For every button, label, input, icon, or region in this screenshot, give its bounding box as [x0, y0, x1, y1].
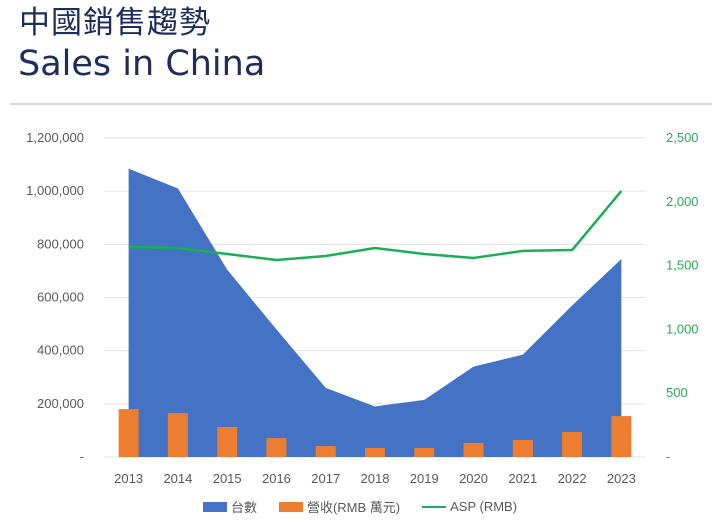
revenue-bar [365, 447, 385, 457]
asp-line-swatch-icon [422, 505, 447, 508]
left-axis-ticks: - 200,000 400,000 600,000 800,000 1,000,000 1,… [26, 130, 84, 464]
x-axis-tick-label: 2013 [114, 471, 143, 486]
right-axis-tick-label: 1,000 [666, 321, 699, 336]
revenue-bar [217, 426, 238, 457]
left-axis-tick-label: 800,000 [37, 236, 84, 251]
revenue-bar-series [118, 409, 632, 457]
units-swatch-icon [202, 501, 227, 512]
asp-line-series [128, 190, 623, 262]
legend-item-revenue: 營收(RMB 萬元) [278, 497, 401, 516]
revenue-bar [463, 442, 484, 457]
revenue-bar [167, 413, 188, 457]
revenue-swatch-icon [278, 501, 303, 512]
legend-label-revenue: 營收(RMB 萬元) [306, 500, 401, 515]
page-title-chinese: 中國銷售趨勢 [19, 5, 211, 41]
x-axis-tick-label: 2020 [459, 471, 488, 486]
revenue-bar [414, 447, 435, 457]
chart-legend: 台數 營收(RMB 萬元) ASP (RMB) [0, 497, 720, 516]
right-axis-tick-label: 500 [666, 385, 688, 400]
left-axis-tick-label: 600,000 [37, 290, 84, 305]
right-axis-ticks: - 500 1,000 1,500 2,000 2,500 [666, 130, 699, 464]
x-axis-tick-label: 2023 [607, 471, 636, 486]
legend-label-units: 台數 [230, 500, 257, 515]
legend-label-asp: ASP (RMB) [450, 499, 518, 514]
revenue-bar [512, 439, 533, 457]
x-axis-tick-label: 2019 [410, 471, 439, 486]
legend-item-asp: ASP (RMB) [422, 499, 517, 514]
revenue-bar [266, 438, 287, 457]
x-axis-tick-label: 2022 [558, 471, 587, 486]
x-axis-tick-label: 2016 [262, 471, 291, 486]
left-axis-tick-label: - [80, 449, 84, 464]
title-separator [10, 103, 712, 105]
revenue-bar [315, 446, 336, 457]
units-area-series [128, 168, 622, 457]
left-axis-tick-label: 1,000,000 [26, 183, 84, 198]
revenue-bar [611, 416, 632, 457]
revenue-bar [562, 432, 583, 457]
x-axis-tick-label: 2017 [311, 471, 340, 486]
right-axis-tick-label: - [666, 449, 670, 464]
x-axis-tick-label: 2018 [361, 471, 390, 486]
x-axis-tick-label: 2015 [213, 471, 242, 486]
legend-item-units: 台數 [202, 497, 257, 516]
units-area [128, 168, 622, 457]
asp-line [128, 190, 623, 262]
x-axis-ticks: 2013 2014 2015 2016 2017 2018 2019 2020 2021 2022… [114, 471, 636, 486]
page-title-english: Sales in China [18, 44, 266, 84]
x-axis-tick-label: 2014 [163, 471, 192, 486]
left-axis-tick-label: 400,000 [37, 343, 84, 358]
right-axis-tick-label: 1,500 [666, 258, 699, 273]
right-axis-tick-label: 2,500 [666, 130, 699, 145]
right-axis-tick-label: 2,000 [666, 194, 699, 209]
left-axis-tick-label: 1,200,000 [26, 130, 84, 145]
revenue-bar [118, 409, 139, 457]
left-axis-tick-label: 200,000 [37, 396, 84, 411]
x-axis-tick-label: 2021 [508, 471, 537, 486]
